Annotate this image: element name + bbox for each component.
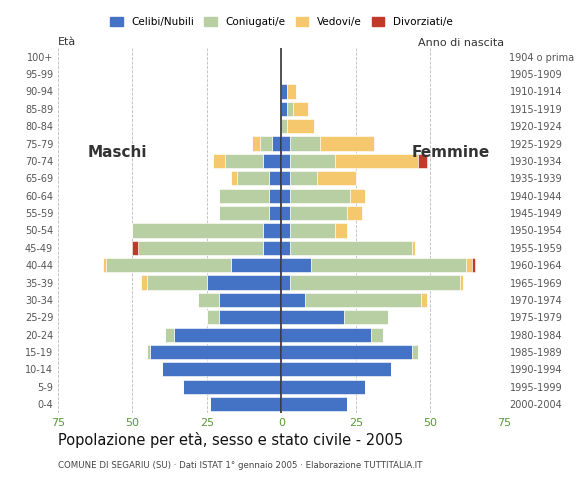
Bar <box>281 189 290 203</box>
Text: Anno di nascita: Anno di nascita <box>419 38 505 48</box>
Bar <box>147 345 150 359</box>
Bar <box>162 362 281 376</box>
Text: COMUNE DI SEGARIU (SU) · Dati ISTAT 1° gennaio 2005 · Elaborazione TUTTITALIA.IT: COMUNE DI SEGARIU (SU) · Dati ISTAT 1° g… <box>58 461 422 470</box>
Bar <box>207 276 281 289</box>
Bar <box>281 206 290 220</box>
Bar <box>460 276 463 289</box>
Bar <box>231 258 281 272</box>
Bar <box>269 206 281 220</box>
Bar <box>281 327 371 342</box>
Bar <box>350 189 365 203</box>
Bar <box>260 136 273 151</box>
Bar <box>305 293 421 307</box>
Bar <box>269 189 281 203</box>
Bar <box>219 206 269 220</box>
Bar <box>371 327 383 342</box>
Bar <box>290 276 460 289</box>
Bar <box>320 136 374 151</box>
Bar <box>281 310 344 324</box>
Bar <box>142 276 147 289</box>
Bar <box>287 119 314 133</box>
Bar <box>281 171 290 185</box>
Bar <box>281 276 290 289</box>
Bar <box>281 102 287 116</box>
Bar <box>290 154 335 168</box>
Bar <box>269 171 281 185</box>
Bar <box>290 189 350 203</box>
Bar <box>252 136 260 151</box>
Bar <box>139 240 263 255</box>
Bar <box>281 119 287 133</box>
Bar <box>147 276 207 289</box>
Bar <box>281 258 311 272</box>
Bar <box>174 327 281 342</box>
Bar <box>237 171 269 185</box>
Bar <box>273 136 281 151</box>
Bar <box>287 102 293 116</box>
Bar <box>347 206 362 220</box>
Bar <box>281 293 305 307</box>
Bar <box>281 154 290 168</box>
Bar <box>150 345 281 359</box>
Bar <box>281 240 290 255</box>
Bar <box>263 154 281 168</box>
Bar <box>263 223 281 238</box>
Bar <box>412 345 418 359</box>
Bar <box>281 84 287 98</box>
Bar <box>103 258 106 272</box>
Bar <box>183 380 281 394</box>
Bar <box>311 258 466 272</box>
Bar <box>224 154 263 168</box>
Bar <box>472 258 475 272</box>
Bar <box>281 380 365 394</box>
Bar <box>412 240 415 255</box>
Bar <box>335 223 347 238</box>
Bar <box>418 154 427 168</box>
Text: Femmine: Femmine <box>412 145 490 160</box>
Bar <box>293 102 308 116</box>
Bar <box>290 240 412 255</box>
Bar <box>213 154 224 168</box>
Bar <box>281 362 392 376</box>
Bar <box>466 258 472 272</box>
Bar <box>281 223 290 238</box>
Bar <box>290 136 320 151</box>
Text: Maschi: Maschi <box>88 145 147 160</box>
Bar <box>281 397 347 411</box>
Bar <box>281 136 290 151</box>
Bar <box>210 397 281 411</box>
Bar <box>132 223 263 238</box>
Text: Età: Età <box>58 37 76 47</box>
Bar <box>317 171 356 185</box>
Bar <box>219 189 269 203</box>
Bar <box>290 206 347 220</box>
Bar <box>219 293 281 307</box>
Bar <box>287 84 296 98</box>
Bar <box>165 327 174 342</box>
Bar <box>335 154 418 168</box>
Bar <box>132 240 139 255</box>
Bar <box>207 310 219 324</box>
Bar <box>281 345 412 359</box>
Text: Popolazione per età, sesso e stato civile - 2005: Popolazione per età, sesso e stato civil… <box>58 432 403 448</box>
Bar <box>290 171 317 185</box>
Bar <box>421 293 427 307</box>
Legend: Celibi/Nubili, Coniugati/e, Vedovi/e, Divorziati/e: Celibi/Nubili, Coniugati/e, Vedovi/e, Di… <box>106 13 456 31</box>
Bar <box>290 223 335 238</box>
Bar <box>198 293 219 307</box>
Bar <box>219 310 281 324</box>
Bar <box>263 240 281 255</box>
Bar <box>106 258 231 272</box>
Bar <box>231 171 237 185</box>
Bar <box>344 310 389 324</box>
